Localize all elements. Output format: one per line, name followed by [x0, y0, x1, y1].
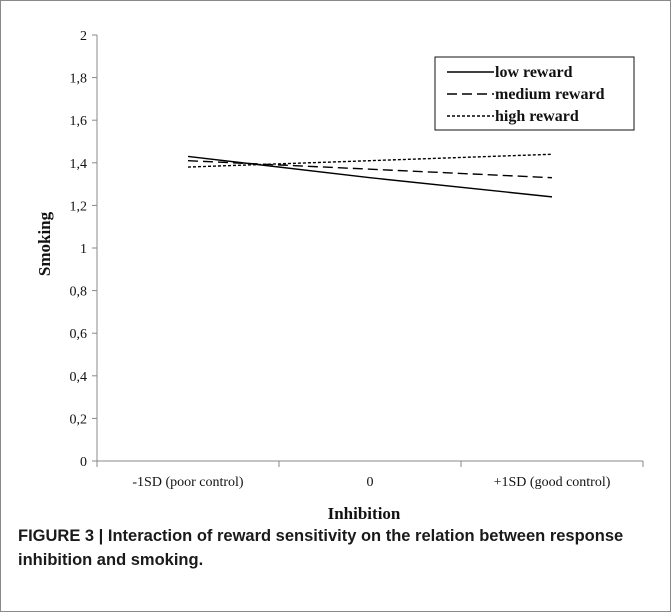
- y-tick-label: 0,8: [70, 285, 88, 300]
- legend-label: medium reward: [495, 86, 605, 103]
- x-tick-label: +1SD (good control): [494, 475, 611, 490]
- y-tick-label: 0,2: [70, 412, 88, 427]
- series-line-low-reward: [187, 155, 553, 198]
- caption-label: FIGURE 3 |: [18, 527, 104, 545]
- caption-text: Interaction of reward sensitivity on the…: [18, 527, 624, 569]
- y-tick-label: 0: [80, 455, 87, 470]
- line-chart: 0 0,2 0,4 0,6 0,8 1 1,2 1,4 1,6 1,8 2 -1SD (poor c…: [35, 29, 644, 520]
- x-tick-label: -1SD (poor control): [132, 475, 244, 490]
- series-lines: [187, 153, 553, 198]
- legend: low reward medium reward high reward: [434, 56, 635, 131]
- y-tick-label: 1,2: [70, 199, 88, 214]
- x-tick-label: 0: [367, 475, 374, 490]
- figure-caption: FIGURE 3 | Interaction of reward sensiti…: [18, 524, 648, 572]
- x-axis-title: Inhibition: [328, 504, 401, 520]
- y-tick-label: 0,4: [70, 370, 88, 385]
- x-axis: -1SD (poor control) 0 +1SD (good control): [96, 460, 644, 490]
- y-tick-label: 1,6: [70, 114, 88, 129]
- y-tick-label: 1,4: [70, 157, 88, 172]
- y-tick-label: 2: [80, 29, 87, 44]
- y-tick-label: 0,6: [70, 327, 88, 342]
- legend-label: low reward: [495, 64, 573, 81]
- legend-label: high reward: [495, 108, 579, 125]
- y-tick-label: 1: [80, 242, 87, 257]
- series-line-high-reward: [187, 153, 553, 168]
- series-line-medium-reward: [187, 159, 553, 179]
- y-axis-title: Smoking: [35, 211, 54, 276]
- y-axis: 0 0,2 0,4 0,6 0,8 1 1,2 1,4 1,6 1,8 2: [70, 29, 98, 470]
- y-tick-label: 1,8: [70, 72, 88, 87]
